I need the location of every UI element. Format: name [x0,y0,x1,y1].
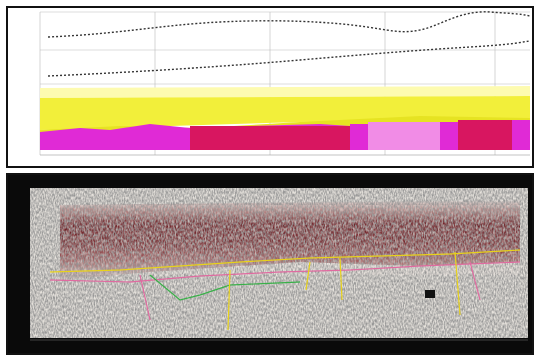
layer [350,124,368,150]
layer [440,122,458,150]
layer [40,86,530,98]
page: {} [0,0,540,358]
marker [425,290,435,298]
layer [512,120,530,150]
screenshot [0,0,540,358]
layer [368,122,440,150]
layer [190,126,350,150]
layer [458,120,512,150]
